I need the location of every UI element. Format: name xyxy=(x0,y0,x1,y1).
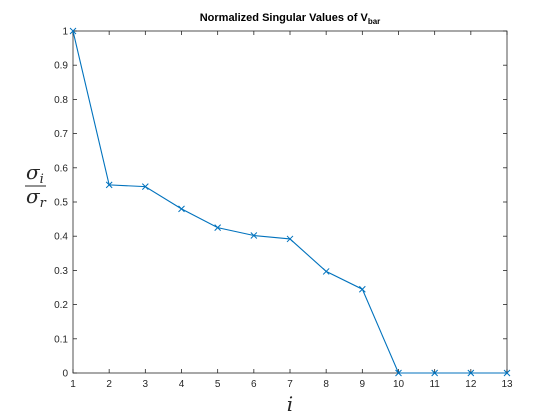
series-layer xyxy=(69,27,511,377)
y-label-numerator: σi xyxy=(26,160,44,187)
chart-title-subscript: bar xyxy=(368,17,380,26)
data-point-marker xyxy=(214,224,222,232)
y-axis-label: σi σr xyxy=(25,160,47,211)
chart-title: Normalized Singular Values of Vbar xyxy=(200,12,381,26)
x-tick-label: 4 xyxy=(179,379,185,390)
y-tick-label: 1 xyxy=(62,27,68,38)
data-point-marker xyxy=(503,369,511,377)
y-tick-label: 0.4 xyxy=(54,232,68,243)
y-label-numerator-subscript: i xyxy=(40,172,44,187)
data-point-marker xyxy=(250,232,258,239)
y-tick-label: 0.9 xyxy=(54,61,68,72)
y-tick-label: 0.2 xyxy=(54,300,68,311)
data-point-marker xyxy=(395,369,402,377)
chart-title-text: Normalized Singular Values of V xyxy=(200,12,369,24)
data-point-marker xyxy=(358,285,366,293)
x-tick-label: 11 xyxy=(429,379,440,390)
y-tick-label: 0 xyxy=(62,369,68,380)
y-tick-label: 0.6 xyxy=(54,163,68,174)
x-tick-labels: 1 2 3 4 5 6 7 8 9 10 11 12 13 xyxy=(70,379,513,390)
tick-marks xyxy=(72,30,508,374)
y-label-numerator-symbol: σ xyxy=(26,160,41,184)
y-tick-label: 0.3 xyxy=(54,266,68,277)
x-axis-label: i xyxy=(287,392,293,416)
x-tick-label: 10 xyxy=(393,379,405,390)
x-tick-label: 5 xyxy=(215,379,221,390)
data-point-marker xyxy=(141,183,149,190)
x-tick-label: 9 xyxy=(360,379,366,390)
data-point-marker xyxy=(286,235,294,243)
x-tick-label: 1 xyxy=(70,379,76,390)
plot-area xyxy=(72,30,508,374)
data-point-marker xyxy=(69,27,77,35)
data-point-marker xyxy=(178,205,185,213)
data-point-marker xyxy=(105,181,113,189)
x-tick-label: 12 xyxy=(465,379,477,390)
y-tick-labels: 0 0.1 0.2 0.3 0.4 0.5 0.6 0.7 0.8 0.9 1 xyxy=(54,27,68,380)
x-tick-label: 2 xyxy=(106,379,112,390)
x-tick-label: 3 xyxy=(143,379,149,390)
y-tick-label: 0.5 xyxy=(54,198,68,209)
data-point-marker xyxy=(467,369,475,377)
y-tick-label: 0.1 xyxy=(54,334,68,345)
x-tick-label: 8 xyxy=(323,379,329,390)
x-tick-label: 6 xyxy=(251,379,257,390)
data-point-marker xyxy=(431,369,439,377)
y-label-denominator: σr xyxy=(26,184,47,211)
y-tick-label: 0.7 xyxy=(54,129,68,140)
data-point-marker xyxy=(322,268,330,275)
y-label-denominator-subscript: r xyxy=(40,196,47,211)
y-tick-label: 0.8 xyxy=(54,95,68,106)
y-label-denominator-symbol: σ xyxy=(26,184,41,208)
x-tick-label: 7 xyxy=(287,379,293,390)
x-tick-label: 13 xyxy=(501,379,513,390)
